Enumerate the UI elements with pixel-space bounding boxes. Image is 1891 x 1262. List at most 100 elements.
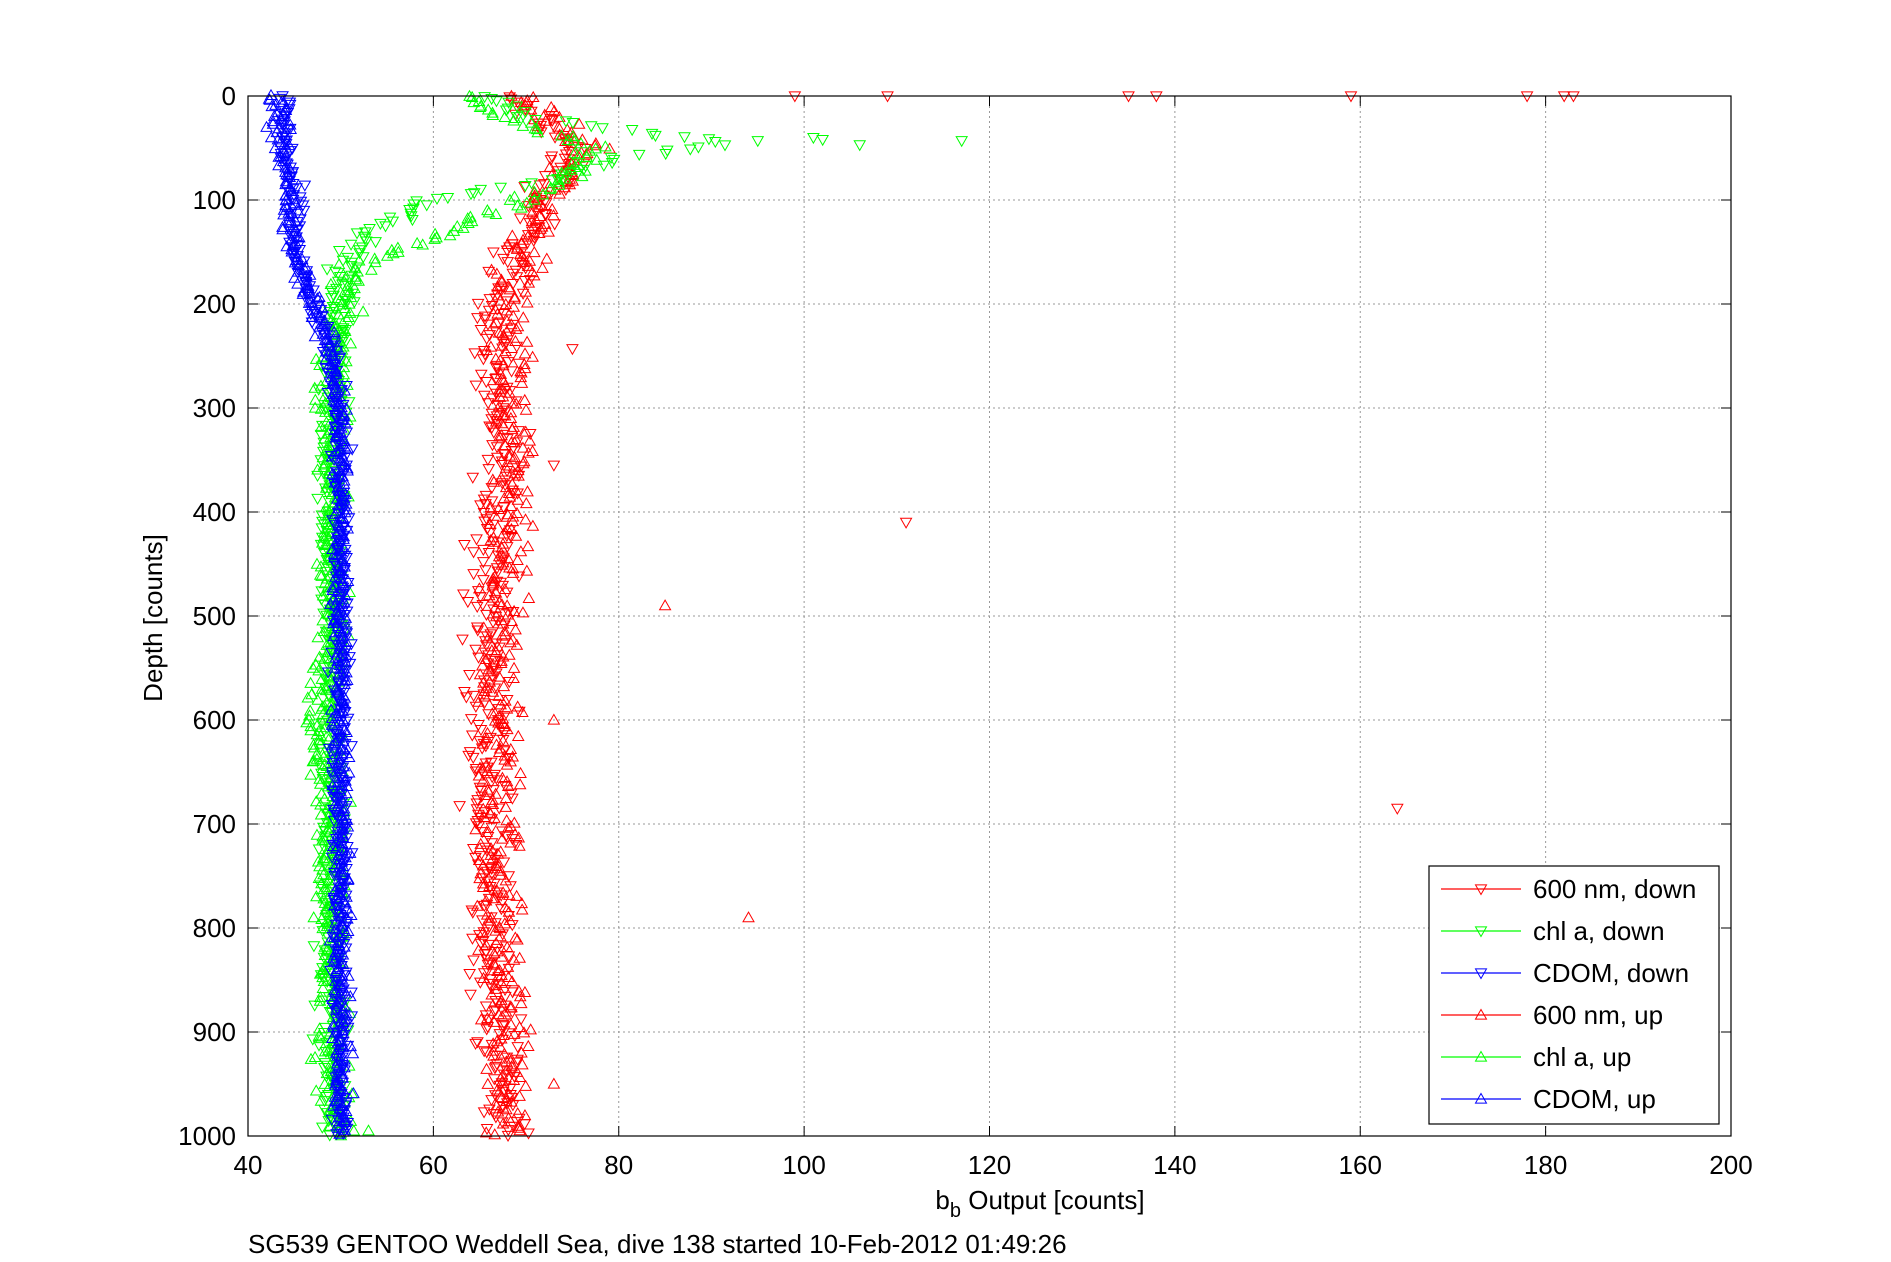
data-point [315, 569, 328, 581]
data-point [338, 1111, 351, 1123]
data-point [495, 629, 509, 641]
data-point [489, 316, 503, 328]
data-point [521, 485, 534, 497]
data-point [317, 892, 331, 904]
data-point [331, 276, 345, 288]
data-point [336, 528, 349, 541]
data-point [349, 273, 363, 285]
data-point [514, 997, 528, 1009]
data-point [566, 117, 580, 130]
data-point [465, 90, 479, 102]
data-point [484, 665, 498, 677]
data-point [496, 281, 509, 293]
data-point [335, 327, 348, 339]
data-point [277, 208, 290, 220]
data-point [338, 299, 352, 311]
data-point [479, 652, 493, 664]
data-point [469, 763, 483, 776]
data-point [649, 130, 662, 143]
data-point [327, 300, 340, 312]
data-point [472, 853, 486, 866]
data-point [316, 589, 330, 601]
data-point [516, 119, 530, 131]
data-point [316, 921, 330, 934]
data-point [507, 671, 520, 684]
data-point [467, 547, 480, 559]
data-point [495, 1010, 509, 1022]
data-point [512, 469, 525, 481]
data-point [493, 742, 507, 754]
data-point [531, 120, 545, 132]
data-point [337, 474, 351, 486]
data-point [482, 893, 496, 906]
data-point [338, 416, 352, 428]
data-point [555, 166, 568, 178]
data-point [296, 285, 310, 297]
data-point [337, 723, 351, 736]
data-point [348, 282, 361, 294]
data-point [304, 768, 317, 780]
data-point [515, 903, 529, 915]
data-point [558, 172, 572, 184]
data-point [494, 698, 507, 710]
data-point [289, 236, 302, 248]
data-point [488, 958, 502, 970]
data-point [485, 822, 499, 834]
data-point [517, 1026, 531, 1038]
data-point [521, 1039, 535, 1052]
data-point [339, 897, 352, 909]
data-point [514, 370, 528, 383]
data-point [490, 856, 503, 868]
data-point [529, 213, 543, 225]
data-point [498, 749, 512, 761]
data-point [519, 403, 533, 415]
data-point [339, 927, 353, 939]
data-point [319, 683, 333, 696]
data-point [471, 298, 485, 311]
data-point [486, 571, 500, 584]
data-point [505, 422, 519, 434]
x-tick-label: 200 [1709, 1150, 1752, 1180]
data-point [504, 411, 518, 424]
data-point [323, 934, 337, 946]
data-point [473, 871, 486, 884]
data-point [282, 104, 296, 116]
data-point [490, 563, 504, 575]
data-point [329, 367, 343, 379]
data-point [352, 274, 365, 286]
data-point [495, 339, 509, 351]
data-point [508, 290, 521, 302]
data-point [324, 277, 338, 290]
data-point [491, 892, 504, 904]
data-point [341, 522, 355, 534]
data-point [504, 1018, 518, 1030]
outlier-point [816, 135, 830, 147]
data-point [500, 314, 514, 326]
data-point [330, 962, 344, 974]
data-point [496, 537, 510, 549]
data-point [330, 706, 343, 718]
data-point [282, 206, 296, 218]
data-point [469, 852, 482, 864]
data-point [500, 758, 514, 770]
data-point [428, 232, 441, 244]
data-point [516, 457, 530, 469]
data-point [496, 1117, 510, 1129]
data-point [492, 400, 506, 412]
data-point [498, 694, 512, 706]
data-point [308, 381, 322, 393]
data-point [314, 1094, 328, 1106]
data-point [342, 766, 356, 778]
data-point [465, 730, 479, 742]
data-point [318, 792, 332, 804]
data-point [484, 842, 498, 854]
data-point [310, 728, 324, 740]
data-point [502, 648, 516, 660]
data-point [502, 1088, 516, 1100]
data-point [490, 96, 503, 108]
data-point [503, 913, 517, 925]
data-point [487, 947, 501, 959]
data-point [325, 344, 339, 356]
data-point [479, 565, 492, 577]
data-point [516, 705, 529, 717]
